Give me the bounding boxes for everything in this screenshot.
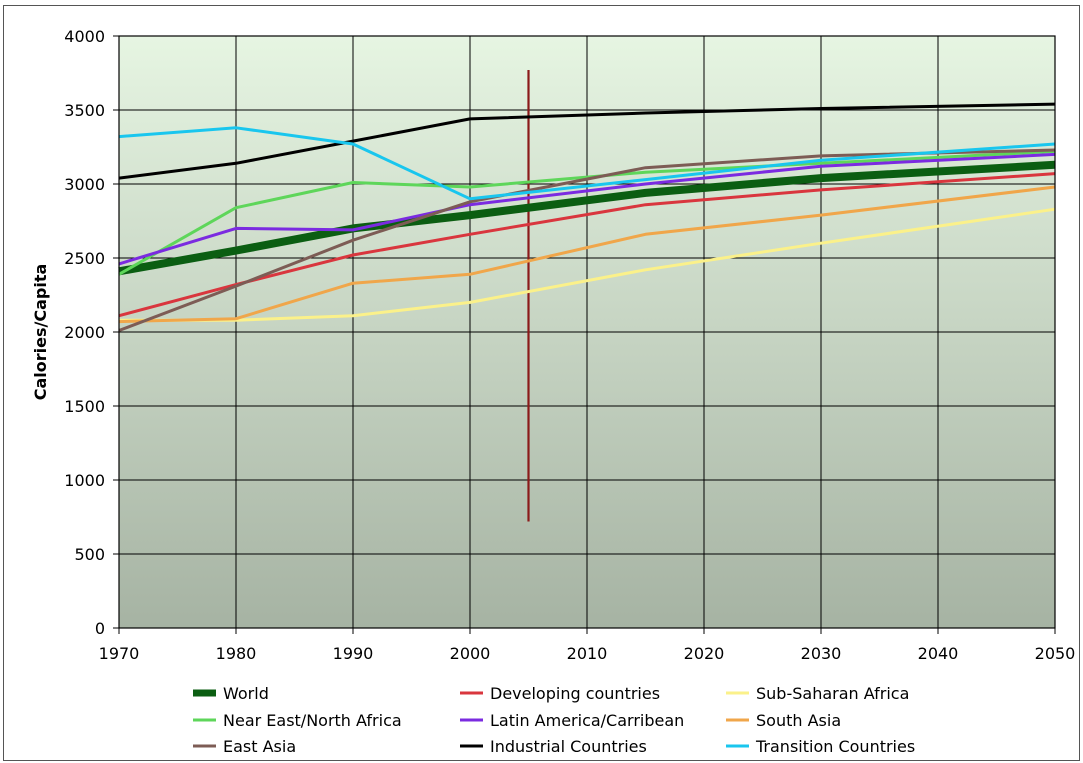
- y-tick-label: 2500: [64, 249, 105, 268]
- x-axis-ticks: 1970 1980 1990 2000 2010 2020 2030 2040 2050: [99, 628, 1076, 663]
- y-tick-label: 0: [95, 619, 105, 638]
- x-tick-label: 2040: [918, 644, 959, 663]
- legend-item-developing-countries: Developing countries: [460, 684, 660, 703]
- y-tick-label: 3000: [64, 175, 105, 194]
- legend-item-near-east-north-africa: Near East/North Africa: [193, 711, 402, 730]
- legend-item-industrial-countries: Industrial Countries: [460, 737, 647, 756]
- series-line-industrial-countries: [118, 102, 1056, 180]
- series-line-transition-countries: [118, 126, 1056, 201]
- legend-item-sub-saharan-africa: Sub-Saharan Africa: [726, 684, 909, 703]
- legend: World Developing countries Sub-Saharan Afr…: [193, 684, 915, 756]
- legend-label: World: [223, 684, 269, 703]
- y-tick-label: 1000: [64, 471, 105, 490]
- x-tick-label: 1990: [333, 644, 374, 663]
- legend-label: Developing countries: [490, 684, 660, 703]
- x-tick-label: 2020: [684, 644, 725, 663]
- x-tick-label: 2030: [801, 644, 842, 663]
- legend-item-south-asia: South Asia: [726, 711, 841, 730]
- legend-item-transition-countries: Transition Countries: [726, 737, 915, 756]
- legend-label: Transition Countries: [755, 737, 915, 756]
- y-axis-ticks: 0 500 1000 1500 2000 2500 3000 3500 4000: [64, 27, 119, 638]
- legend-label: Latin America/Carribean: [490, 711, 684, 730]
- legend-label: Near East/North Africa: [223, 711, 402, 730]
- y-tick-label: 1500: [64, 397, 105, 416]
- series-line-south-asia: [118, 185, 1056, 324]
- series-line-world: [118, 160, 1056, 276]
- y-tick-label: 2000: [64, 323, 105, 342]
- x-tick-label: 1980: [216, 644, 257, 663]
- plot-border: [118, 35, 1056, 629]
- series-lines: [118, 102, 1056, 332]
- legend-label: Sub-Saharan Africa: [756, 684, 909, 703]
- y-tick-label: 500: [74, 545, 105, 564]
- x-tick-label: 2010: [567, 644, 608, 663]
- x-tick-label: 2000: [450, 644, 491, 663]
- legend-label: East Asia: [223, 737, 296, 756]
- y-axis-title: Calories/Capita: [31, 264, 50, 401]
- x-tick-label: 1970: [99, 644, 140, 663]
- x-tick-label: 2050: [1035, 644, 1076, 663]
- series-line-east-asia: [118, 148, 1056, 332]
- y-tick-label: 3500: [64, 101, 105, 120]
- legend-item-east-asia: East Asia: [193, 737, 296, 756]
- series-line-latin-america-carribean: [118, 152, 1056, 266]
- series-line-near-east-north-africa: [118, 149, 1056, 276]
- legend-item-latin-america-carribean: Latin America/Carribean: [460, 711, 684, 730]
- legend-item-world: World: [193, 684, 269, 703]
- y-tick-label: 4000: [64, 27, 105, 46]
- legend-label: Industrial Countries: [490, 737, 647, 756]
- legend-label: South Asia: [756, 711, 841, 730]
